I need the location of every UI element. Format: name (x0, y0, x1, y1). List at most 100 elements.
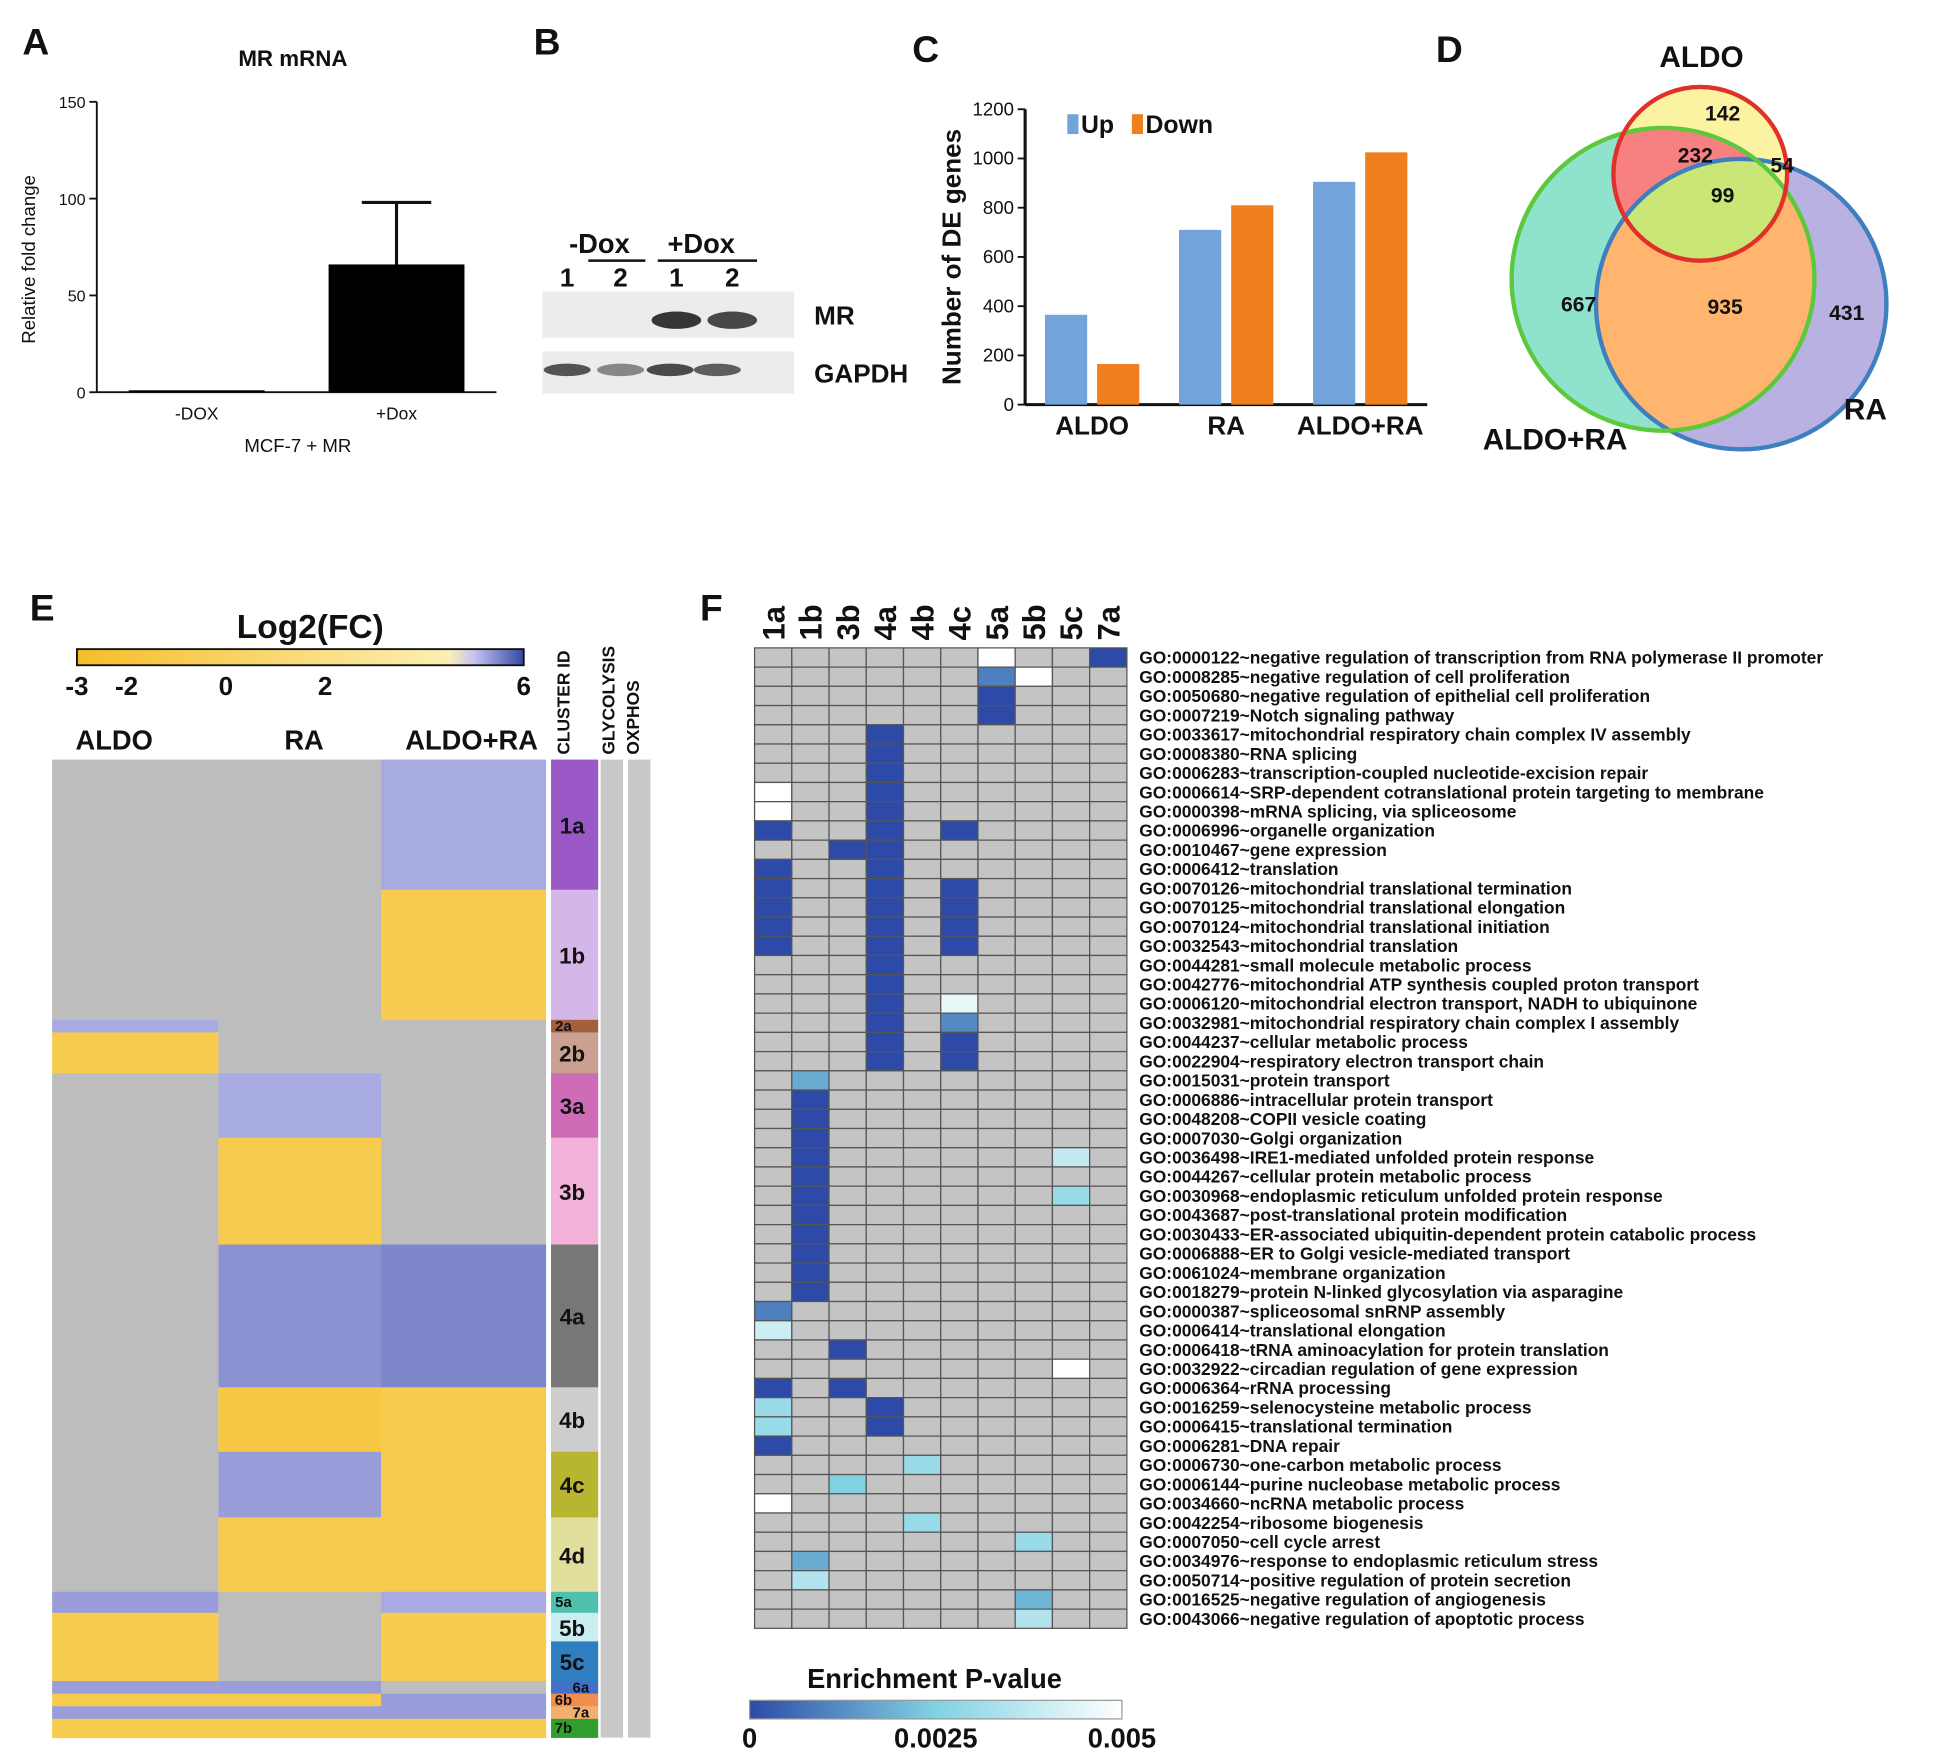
colorbar (748, 1699, 1123, 1720)
bar (1044, 314, 1088, 405)
empty-cell (940, 781, 979, 803)
empty-cell (1014, 1185, 1054, 1207)
heatmap-cell (791, 1127, 830, 1149)
heatmap-cell (977, 647, 1016, 668)
empty-cell (902, 935, 942, 957)
row-label: GO:0043687~post-translational protein mo… (1139, 1205, 1567, 1225)
empty-cell (1051, 935, 1091, 957)
row-label: GO:0042254~ribosome biogenesis (1139, 1513, 1423, 1533)
empty-cell (1014, 1108, 1054, 1130)
column-label: 5b (1017, 604, 1052, 640)
bar (1231, 205, 1274, 405)
empty-cell (828, 1127, 867, 1149)
empty-cell (1089, 1166, 1128, 1187)
empty-cell (902, 1223, 942, 1245)
empty-cell (902, 1127, 942, 1149)
empty-cell (1014, 839, 1054, 860)
row-label: GO:0006283~transcription-coupled nucleot… (1139, 763, 1648, 783)
empty-cell (1051, 877, 1091, 899)
empty-cell (977, 1473, 1016, 1495)
row-label: GO:0006996~organelle organization (1139, 821, 1435, 841)
empty-cell (1014, 1570, 1054, 1591)
empty-cell (791, 1300, 830, 1322)
lane-label: 1 (560, 263, 575, 293)
empty-cell (1014, 820, 1054, 841)
heatmap-cell (865, 897, 905, 918)
empty-cell (940, 1320, 979, 1341)
heatmap-cell (865, 858, 905, 880)
row-label: GO:0016259~selenocysteine metabolic proc… (1139, 1397, 1531, 1417)
row-label: GO:0006120~mitochondrial electron transp… (1139, 994, 1697, 1014)
empty-cell (1014, 877, 1054, 899)
empty-cell (1089, 1320, 1128, 1341)
legend-swatch (1067, 114, 1079, 135)
empty-cell (902, 1089, 942, 1110)
heatmap-cell (1051, 1147, 1091, 1168)
empty-cell (1089, 1300, 1128, 1322)
empty-cell (1051, 1089, 1091, 1110)
empty-cell (52, 759, 219, 891)
empty-cell (902, 1031, 942, 1053)
empty-cell (791, 743, 830, 764)
row-label: GO:0007050~cell cycle arrest (1139, 1532, 1380, 1552)
bar (328, 264, 465, 393)
empty-cell (1014, 1320, 1054, 1341)
heatmap-cell (828, 1377, 867, 1399)
empty-cell (977, 1512, 1016, 1533)
row-label: GO:0050680~negative regulation of epithe… (1139, 686, 1650, 706)
empty-cell (1089, 1127, 1128, 1149)
empty-cell (1014, 974, 1054, 995)
heatmap-cell (865, 1012, 905, 1033)
empty-cell (753, 974, 793, 995)
empty-cell (977, 1493, 1016, 1514)
empty-cell (753, 1127, 793, 1149)
empty-cell (1051, 1377, 1091, 1399)
empty-cell (828, 1281, 867, 1303)
empty-cell (865, 1608, 905, 1629)
empty-cell (940, 1108, 979, 1130)
empty-cell (1051, 1416, 1091, 1437)
cluster-label: 5c (560, 1650, 585, 1675)
region-count: 232 (1678, 145, 1713, 168)
empty-cell (940, 954, 979, 976)
empty-cell (1014, 1512, 1054, 1533)
empty-cell (791, 1339, 830, 1360)
empty-cell (828, 916, 867, 937)
empty-cell (1089, 1204, 1128, 1226)
empty-cell (902, 877, 942, 899)
cluster-block (551, 1706, 599, 1720)
empty-cell (828, 1147, 867, 1168)
empty-cell (977, 781, 1016, 803)
empty-cell (791, 666, 830, 687)
empty-cell (940, 1608, 979, 1629)
empty-cell (791, 1358, 830, 1380)
row-label: GO:0044281~small molecule metabolic proc… (1139, 955, 1531, 975)
empty-cell (1051, 1320, 1091, 1341)
lane-group-label: +Dox (667, 228, 735, 259)
empty-cell (791, 1416, 830, 1437)
empty-cell (902, 781, 942, 803)
empty-cell (977, 1031, 1016, 1053)
empty-cell (791, 935, 830, 957)
empty-cell (828, 1416, 867, 1437)
condition-label: ALDO+RA (405, 725, 538, 756)
empty-cell (902, 1204, 942, 1226)
empty-cell (865, 1512, 905, 1533)
empty-cell (1089, 1358, 1128, 1380)
y-tick-label: 200 (983, 345, 1014, 366)
empty-cell (1051, 1166, 1091, 1187)
empty-cell (1089, 1281, 1128, 1303)
heatmap-cell (753, 935, 793, 957)
empty-cell (1089, 1570, 1128, 1591)
empty-cell (828, 647, 867, 668)
empty-cell (753, 993, 793, 1014)
empty-cell (218, 889, 382, 1021)
venn-area (1613, 158, 1788, 261)
empty-cell (1014, 724, 1054, 745)
bar (1313, 181, 1356, 405)
empty-cell (828, 685, 867, 707)
empty-cell (902, 1416, 942, 1437)
empty-cell (940, 724, 979, 745)
empty-cell (1089, 1031, 1128, 1053)
empty-cell (753, 1147, 793, 1168)
